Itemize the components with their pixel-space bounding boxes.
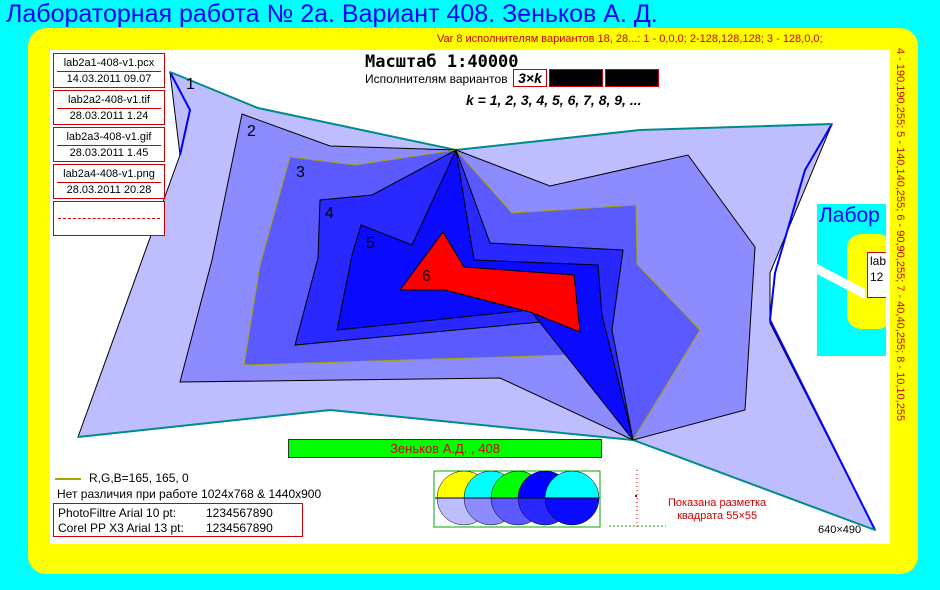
file-date: 28.03.2011 1.45	[69, 147, 149, 159]
file-entry-empty	[53, 201, 165, 236]
file-entry-1: lab2a1-408-v1.pcx 14.03.2011 09.07	[53, 53, 165, 88]
font-label: Corel PP X3 Arial 13 pt:	[58, 521, 184, 535]
black-box-2	[605, 69, 659, 87]
layer-label-6: 6	[422, 268, 431, 285]
font-row-2: Corel PP X3 Arial 13 pt: 1234567890	[58, 521, 302, 536]
three-k-box: 3×k	[513, 69, 547, 87]
layer-label-5: 5	[366, 235, 375, 252]
mini-preview-text-1: lab	[870, 254, 886, 268]
resolution-note: Нет различия при работе 1024x768 & 1440x…	[57, 487, 322, 501]
color-circles	[433, 470, 601, 528]
layer-1-right-edge	[768, 123, 876, 531]
mini-preview-title: Лабор	[819, 204, 880, 227]
file-date: 14.03.2011 09.07	[66, 73, 152, 85]
markup-note-line-2: квадрата 55×55	[677, 510, 758, 522]
font-label: PhotoFiltre Arial 10 pt:	[58, 506, 177, 520]
legend-line: R,G,B=165, 165, 0	[55, 471, 189, 485]
mini-preview-band	[817, 264, 865, 299]
file-entry-3: lab2a3-408-v1.gif 28.03.2011 1.45	[53, 127, 165, 162]
file-name: lab2a3-408-v1.gif	[57, 130, 161, 146]
k-values: k = 1, 2, 3, 4, 5, 6, 7, 8, 9, ...	[466, 92, 642, 108]
size-label: 640×490	[818, 524, 862, 536]
layer-label-1: 1	[186, 76, 195, 93]
variant-color-note-vertical: 4 - 190,190,255; 5 - 140,140,255; 6 - 90…	[894, 48, 906, 422]
layer-label-3: 3	[296, 164, 305, 181]
author-bar: Зеньков А.Д. , 408	[288, 439, 602, 458]
file-entry-2: lab2a2-408-v1.tif 28.03.2011 1.24	[53, 90, 165, 125]
black-box-1	[549, 69, 603, 87]
legend-rgb: R,G,B=165, 165, 0	[89, 471, 189, 485]
file-name: lab2a4-408-v1.png	[57, 167, 161, 183]
markup-note-line-1: Показана разметка	[668, 497, 767, 509]
file-name: lab2a2-408-v1.tif	[57, 93, 161, 109]
markup-note: Показана разметка квадрата 55×55	[668, 497, 766, 523]
file-date: 28.03.2011 1.24	[69, 110, 149, 122]
mini-preview-text-2: 12	[870, 270, 884, 284]
layer-label-2: 2	[247, 123, 256, 140]
layer-1-left-edge	[169, 71, 192, 156]
mini-preview: Лабор lab 12	[817, 204, 886, 356]
legend-swatch	[55, 477, 81, 480]
circle-5	[544, 470, 600, 526]
font-row-1: PhotoFiltre Arial 10 pt: 1234567890	[58, 506, 302, 521]
executors-label: Исполнителям вариантов	[365, 72, 508, 86]
layer-1-bottom-edge	[77, 408, 876, 531]
mini-preview-box: lab 12	[867, 252, 886, 298]
file-name: lab2a1-408-v1.pcx	[57, 56, 161, 72]
font-digits: 1234567890	[206, 506, 273, 520]
scale-title: Масштаб 1:40000	[365, 52, 519, 72]
variant-color-note: Var 8 исполнителям вариантов 18, 28...: …	[437, 33, 823, 45]
layer-6-polygon	[399, 231, 581, 333]
file-date: 28.03.2011 20.28	[66, 184, 152, 196]
font-digits: 1234567890	[206, 521, 273, 535]
layer-label-4: 4	[325, 205, 334, 222]
markup-square	[609, 470, 666, 527]
file-entry-4: lab2a4-408-v1.png 28.03.2011 20.28	[53, 164, 165, 199]
font-sample-box: PhotoFiltre Arial 10 pt: 1234567890 Corel…	[53, 503, 303, 537]
page-title: Лабораторная работа № 2а. Вариант 408. З…	[6, 0, 658, 28]
